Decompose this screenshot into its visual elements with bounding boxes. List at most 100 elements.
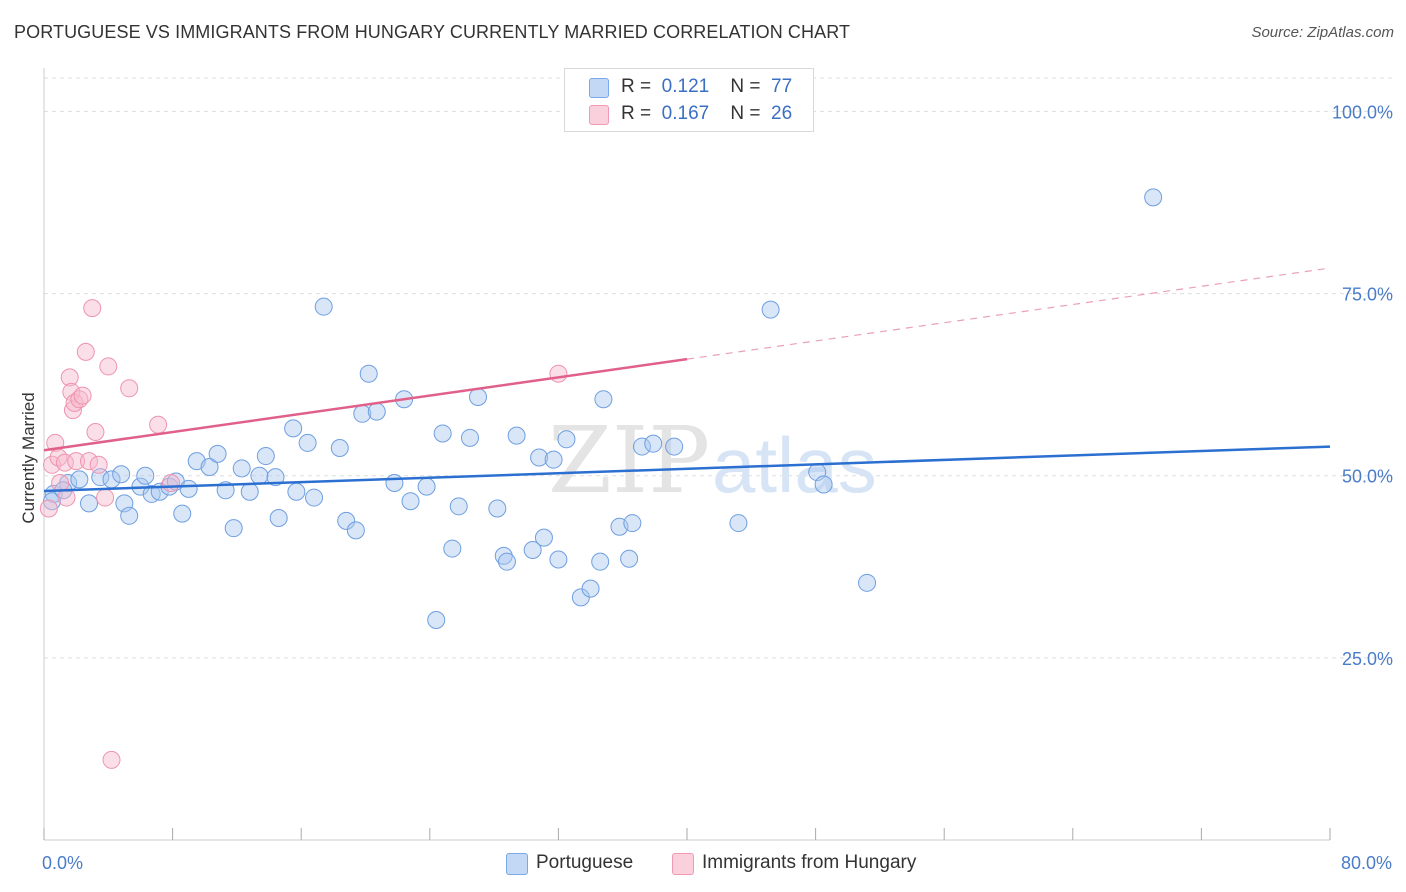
y-tick-label: 100.0% bbox=[1332, 102, 1393, 122]
data-point bbox=[298, 433, 317, 452]
data-point bbox=[549, 364, 568, 383]
data-point bbox=[161, 474, 180, 492]
legend-n-value: 26 bbox=[771, 103, 793, 124]
data-point bbox=[594, 390, 613, 409]
data-point bbox=[200, 457, 219, 476]
tick-labels: 25.0% 50.0% 75.0% 100.0% 0.0% 80.0% bbox=[42, 102, 1393, 873]
legend-swatch-portuguese bbox=[589, 78, 609, 98]
data-point bbox=[507, 426, 526, 445]
data-point bbox=[544, 450, 563, 469]
y-axis-label: Currently Married bbox=[19, 392, 38, 523]
data-point bbox=[232, 459, 251, 478]
data-point bbox=[136, 466, 155, 485]
data-point bbox=[427, 610, 446, 629]
data-point bbox=[557, 430, 576, 449]
trend-line bbox=[43, 357, 688, 452]
data-point bbox=[330, 439, 349, 458]
legend-swatch-hungary bbox=[589, 105, 609, 125]
data-point bbox=[469, 388, 488, 407]
trend-lines bbox=[43, 267, 1331, 493]
legend-n-value: 77 bbox=[771, 76, 793, 97]
watermark-zip: ZIP bbox=[548, 407, 710, 514]
data-point bbox=[102, 750, 121, 769]
axes bbox=[43, 68, 1331, 841]
x-tick-label: 0.0% bbox=[42, 853, 83, 873]
data-point bbox=[433, 424, 452, 443]
data-point bbox=[385, 474, 404, 492]
data-point bbox=[620, 549, 639, 568]
data-point bbox=[80, 494, 99, 513]
data-point bbox=[179, 479, 198, 498]
data-point bbox=[305, 488, 324, 507]
data-point bbox=[417, 477, 436, 496]
data-point bbox=[112, 465, 131, 484]
data-point bbox=[55, 453, 74, 472]
data-point bbox=[623, 514, 642, 533]
data-point bbox=[208, 444, 227, 463]
data-point bbox=[63, 401, 82, 420]
data-point bbox=[449, 497, 468, 516]
data-point bbox=[581, 579, 600, 598]
legend-r-value: 0.167 bbox=[661, 103, 710, 124]
data-point bbox=[314, 297, 333, 316]
data-point bbox=[644, 434, 663, 453]
correlation-legend: R = 0.121 N = 77 R = 0.167 N = 26 bbox=[564, 68, 814, 132]
data-point bbox=[39, 499, 58, 518]
data-point bbox=[497, 552, 516, 571]
grid-lines bbox=[44, 77, 1392, 659]
data-point bbox=[401, 492, 420, 511]
data-point bbox=[89, 455, 108, 474]
data-point bbox=[70, 390, 89, 409]
data-point bbox=[149, 415, 168, 434]
data-point bbox=[67, 452, 86, 471]
data-point bbox=[443, 539, 462, 558]
y-tick-label: 50.0% bbox=[1342, 467, 1393, 487]
data-point bbox=[534, 528, 553, 547]
data-point bbox=[814, 475, 833, 494]
data-point bbox=[120, 506, 139, 525]
series-hungary bbox=[39, 299, 568, 769]
data-point bbox=[96, 488, 115, 507]
data-point bbox=[250, 466, 269, 485]
data-point bbox=[224, 519, 243, 538]
legend-n-label: N = bbox=[730, 103, 761, 124]
data-point bbox=[591, 552, 610, 571]
data-point bbox=[73, 386, 92, 405]
bottom-legend-label-hungary: Immigrants from Hungary bbox=[702, 852, 917, 873]
data-point bbox=[240, 482, 259, 501]
data-point bbox=[60, 368, 79, 387]
legend-r-label: R = bbox=[621, 76, 652, 97]
x-tick-label: 80.0% bbox=[1341, 853, 1392, 873]
data-point bbox=[367, 402, 386, 421]
data-points bbox=[39, 188, 1163, 769]
data-point bbox=[665, 437, 684, 456]
data-point bbox=[173, 504, 192, 523]
data-point bbox=[337, 511, 356, 530]
data-point bbox=[632, 437, 651, 456]
data-point bbox=[287, 482, 306, 501]
data-point bbox=[120, 379, 139, 398]
bottom-legend-swatch-hungary bbox=[672, 853, 694, 875]
data-point bbox=[523, 541, 542, 560]
bottom-legend-swatch-portuguese bbox=[506, 853, 528, 875]
data-point bbox=[80, 452, 99, 471]
data-point bbox=[494, 546, 513, 565]
chart-source: Source: ZipAtlas.com bbox=[1251, 24, 1394, 41]
y-tick-label: 25.0% bbox=[1342, 649, 1393, 669]
legend-r-value: 0.121 bbox=[661, 76, 710, 97]
data-point bbox=[460, 428, 479, 447]
data-point bbox=[269, 508, 288, 527]
data-point bbox=[76, 342, 95, 361]
bottom-legend-label-portuguese: Portuguese bbox=[536, 852, 634, 873]
legend-n-label: N = bbox=[730, 76, 761, 97]
data-point bbox=[530, 448, 549, 467]
chart-title: PORTUGUESE VS IMMIGRANTS FROM HUNGARY CU… bbox=[14, 22, 851, 42]
data-point bbox=[858, 573, 877, 592]
data-point bbox=[284, 419, 303, 438]
y-tick-label: 75.0% bbox=[1342, 285, 1393, 305]
data-point bbox=[346, 521, 365, 540]
watermark: ZIP atlas bbox=[548, 407, 877, 514]
trend-line bbox=[43, 445, 1331, 493]
data-point bbox=[729, 514, 748, 533]
